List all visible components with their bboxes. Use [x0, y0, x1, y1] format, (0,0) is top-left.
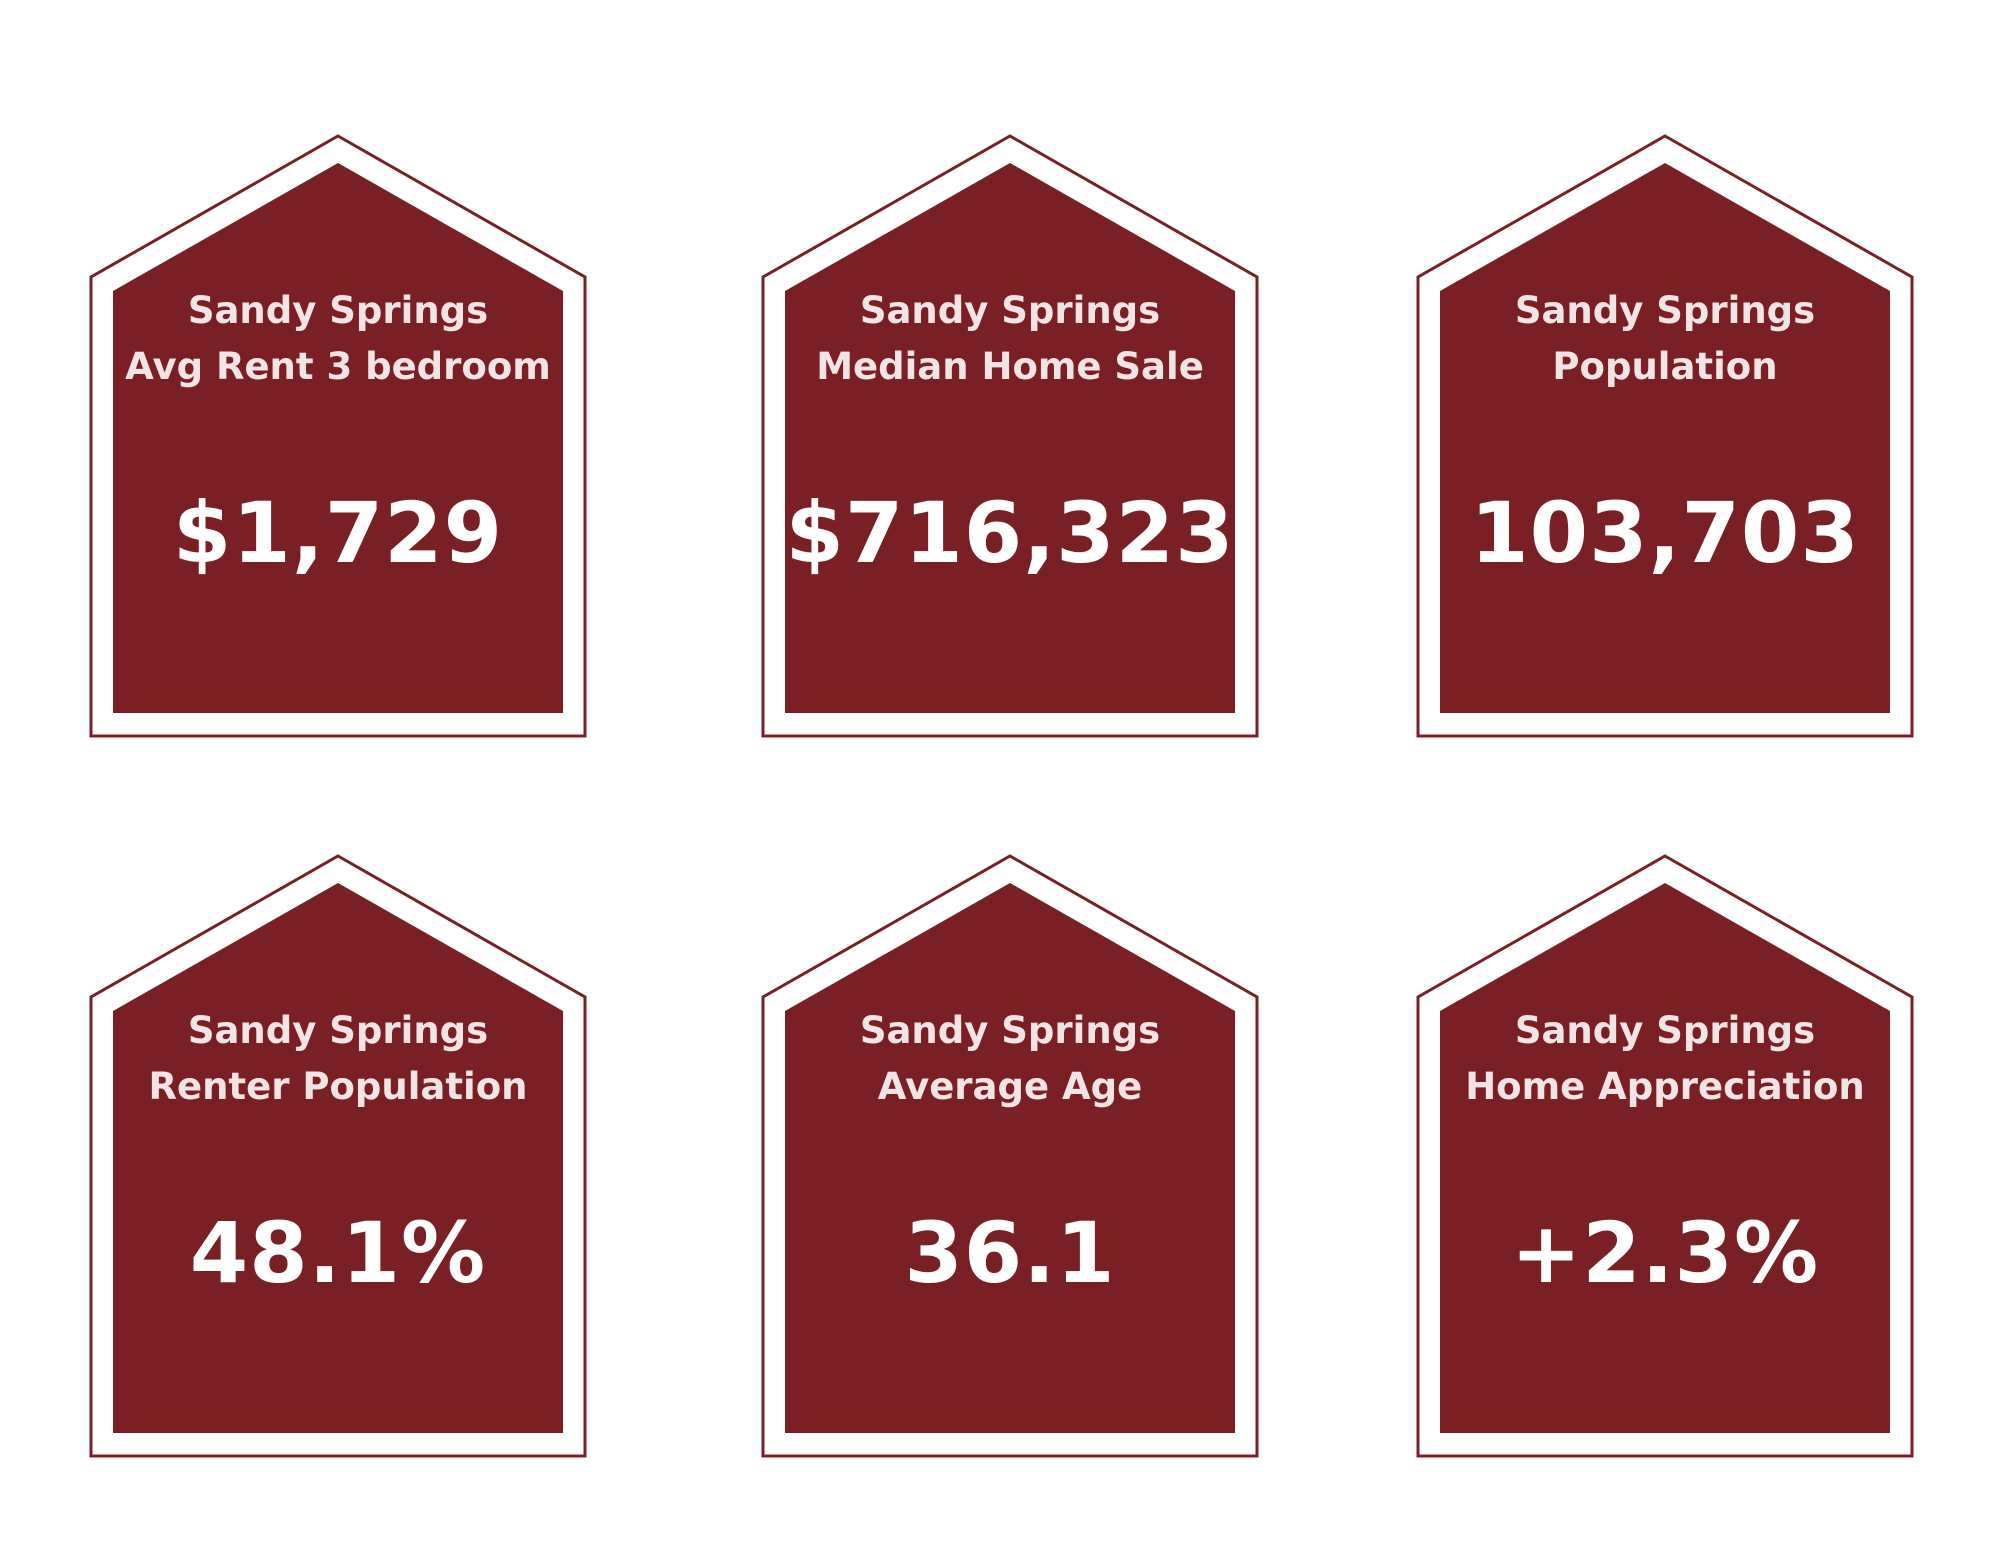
- house-card-renter-population: Sandy Springs Renter Population 48.1%: [88, 853, 588, 1458]
- card-value: +2.3%: [1510, 1204, 1820, 1302]
- card-metric-label: Avg Rent 3 bedroom: [125, 345, 551, 388]
- house-shape-icon: [89, 134, 587, 738]
- card-value: 36.1: [904, 1204, 1116, 1302]
- house-card-avg-rent: Sandy Springs Avg Rent 3 bedroom $1,729: [88, 133, 588, 738]
- card-value: 103,703: [1470, 484, 1860, 582]
- card-location-label: Sandy Springs: [1514, 289, 1816, 332]
- card-value: $1,729: [172, 484, 504, 582]
- card-metric-label: Average Age: [877, 1065, 1143, 1108]
- card-location-label: Sandy Springs: [1514, 1009, 1816, 1052]
- house-shape-icon: [761, 854, 1259, 1458]
- card-location-label: Sandy Springs: [187, 289, 489, 332]
- house-card-population: Sandy Springs Population 103,703: [1415, 133, 1915, 738]
- house-shape-icon: [89, 854, 587, 1458]
- card-location-label: Sandy Springs: [859, 289, 1161, 332]
- card-metric-label: Renter Population: [148, 1065, 528, 1108]
- house-card-average-age: Sandy Springs Average Age 36.1: [760, 853, 1260, 1458]
- house-shape-icon: [1416, 134, 1914, 738]
- house-shape-icon: [1416, 854, 1914, 1458]
- house-card-home-appreciation: Sandy Springs Home Appreciation +2.3%: [1415, 853, 1915, 1458]
- card-metric-label: Population: [1552, 345, 1778, 388]
- card-metric-label: Home Appreciation: [1465, 1065, 1865, 1108]
- house-shape-icon: [761, 134, 1259, 738]
- card-location-label: Sandy Springs: [187, 1009, 489, 1052]
- house-card-median-home-sale: Sandy Springs Median Home Sale $716,323: [760, 133, 1260, 738]
- card-metric-label: Median Home Sale: [816, 345, 1204, 388]
- card-value: $716,323: [785, 484, 1235, 582]
- card-value: 48.1%: [189, 1204, 487, 1302]
- card-location-label: Sandy Springs: [859, 1009, 1161, 1052]
